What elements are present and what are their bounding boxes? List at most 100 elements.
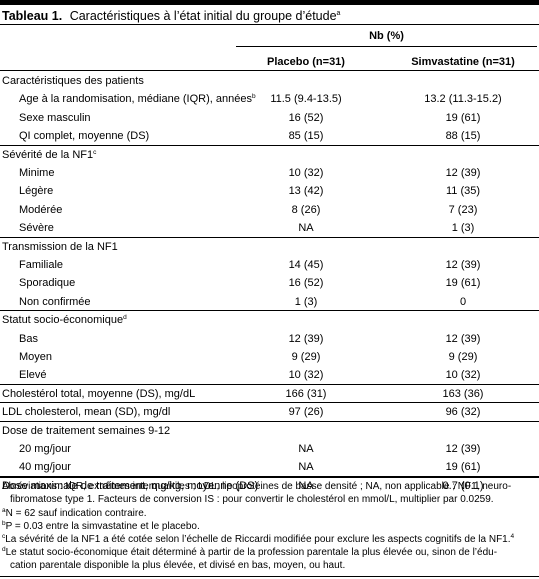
cell-placebo: 97 (26) (288, 406, 324, 418)
cell-simvastatine: 1 (3) (451, 222, 475, 234)
cell-placebo: 16 (52) (288, 112, 324, 124)
cell-simvastatine: 12 (39) (445, 167, 481, 179)
cell-placebo: NA (298, 222, 314, 234)
row-label: Age à la randomisation, médiane (IQR), a… (19, 90, 256, 109)
cell-placebo: 16 (52) (288, 277, 324, 289)
row-label-sup: b (251, 93, 256, 100)
row-label-text: 40 mg/jour (19, 461, 71, 473)
footnote-c-text: La sévérité de la NF1 a été cotée selon … (5, 534, 511, 545)
row-label: Familiale (19, 256, 63, 275)
cell-simvastatine: 0.7 (0.1) (442, 480, 484, 492)
table-row: 20 mg/jour NA 12 (39) (0, 440, 539, 459)
header-placebo: Placebo (n=31) (267, 56, 345, 68)
header-subrule (236, 46, 537, 47)
footnote-d-mark: d (2, 546, 6, 553)
footnote-a-text: N = 62 sauf indication contraire. (5, 508, 147, 519)
header-nb: Nb (%) (369, 30, 404, 42)
cell-placebo: 166 (31) (285, 388, 327, 400)
footnote-abbreviations: Abréviations : IQR, extrêmes interquarti… (2, 480, 537, 506)
row-label-text: Cholestérol total, moyenne (DS), mg/dL (2, 388, 196, 400)
cell-placebo: 13 (42) (288, 185, 324, 197)
row-label: Sexe masculin (19, 109, 91, 128)
cell-simvastatine: 96 (32) (445, 406, 481, 418)
row-label: LDL cholesterol, mean (SD), mg/dl (2, 403, 170, 422)
cell-simvastatine: 163 (36) (442, 388, 484, 400)
table-row: Statut socio-économiqued (0, 311, 539, 330)
cell-placebo: 1 (3) (294, 296, 318, 308)
table-row: Légère 13 (42) 11 (35) (0, 182, 539, 201)
row-label: Sévérité de la NF1c (2, 146, 96, 165)
row-label: Non confirmée (19, 293, 91, 312)
row-label-text: Dose de traitement semaines 9-12 (2, 425, 171, 437)
row-label: QI complet, moyenne (DS) (19, 127, 149, 146)
cell-placebo: 14 (45) (288, 259, 324, 271)
caption-rule (0, 24, 539, 25)
row-label-text: Familiale (19, 259, 64, 271)
row-label: Sporadique (19, 274, 75, 293)
footnote-a-mark: a (2, 507, 6, 514)
footnote-b-mark: b (2, 520, 6, 527)
row-label-text: Bas (19, 333, 38, 345)
footnote-a: aN = 62 sauf indication contraire. (2, 507, 537, 520)
row-label: Bas (19, 330, 38, 349)
footnote-abbr-line2: fibromatose type 1. Facteurs de conversi… (10, 494, 494, 505)
row-label-text: Sporadique (19, 277, 76, 289)
row-label-text: Age à la randomisation, médiane (IQR), a… (19, 93, 252, 105)
row-separator (0, 384, 539, 385)
table-row: Transmission de la NF1 (0, 238, 539, 257)
table-row: LDL cholesterol, mean (SD), mg/dl 97 (26)… (0, 403, 539, 422)
row-label-text: 20 mg/jour (19, 443, 71, 455)
table-row: Caractéristiques des patients (0, 72, 539, 91)
table-row: Bas 12 (39) 12 (39) (0, 330, 539, 349)
row-label-text: Elevé (19, 369, 47, 381)
row-label: Dose maximale de traitement, mg/kg, moye… (2, 477, 258, 496)
cell-simvastatine: 12 (39) (445, 443, 481, 455)
cell-simvastatine: 12 (39) (445, 259, 481, 271)
table-title-sup: a (336, 10, 341, 17)
cell-placebo: 10 (32) (288, 167, 324, 179)
row-label: Elevé (19, 366, 47, 385)
row-separator (0, 310, 539, 311)
table-row: Sévère NA 1 (3) (0, 219, 539, 238)
row-label: Transmission de la NF1 (2, 238, 118, 257)
footnote-b: bP = 0.03 entre la simvastatine et le pl… (2, 520, 537, 533)
cell-placebo: NA (298, 461, 314, 473)
cell-placebo: 11.5 (9.4-13.5) (270, 93, 342, 105)
table-row: Dose de traitement semaines 9-12 (0, 422, 539, 441)
footnote-c-ref: 4 (510, 533, 515, 540)
cell-placebo: 12 (39) (288, 333, 324, 345)
header-rule (0, 70, 539, 71)
row-separator (0, 145, 539, 146)
row-separator (0, 476, 539, 477)
cell-simvastatine: 13.2 (11.3-15.2) (424, 93, 502, 105)
table-row: Cholestérol total, moyenne (DS), mg/dL 16… (0, 385, 539, 404)
row-separator (0, 237, 539, 238)
row-label-text: LDL cholesterol, mean (SD), mg/dl (2, 406, 171, 418)
row-separator (0, 421, 539, 422)
row-label: Minime (19, 164, 54, 183)
table-title: Caractéristiques à l’état initial du gro… (69, 9, 337, 23)
row-label-text: Légère (19, 185, 54, 197)
row-label-sup: d (123, 314, 127, 321)
cell-placebo: NA (298, 480, 314, 492)
footnote-d: dLe statut socio-économique était déterm… (2, 546, 537, 572)
table-row: Familiale 14 (45) 12 (39) (0, 256, 539, 275)
row-label: Moyen (19, 348, 52, 367)
row-label-sup: c (93, 149, 97, 156)
row-separator (0, 402, 539, 403)
table-row: Age à la randomisation, médiane (IQR), a… (0, 90, 539, 109)
row-label: Statut socio-économiqued (2, 311, 127, 330)
cell-simvastatine: 19 (61) (445, 277, 481, 289)
table-row: Non confirmée 1 (3) 0 (0, 293, 539, 312)
row-label: Sévère (19, 219, 54, 238)
cell-simvastatine: 7 (23) (448, 204, 478, 216)
table-row: 40 mg/jour NA 19 (61) (0, 458, 539, 477)
table-row: Moyen 9 (29) 9 (29) (0, 348, 539, 367)
cell-simvastatine: 19 (61) (445, 112, 481, 124)
row-label-text: Transmission de la NF1 (2, 241, 118, 253)
row-label: 20 mg/jour (19, 440, 71, 459)
table-label: Tableau 1. (2, 9, 63, 23)
footnote-d-line2: cation parentale disponible la plus élev… (10, 560, 346, 571)
bottom-rule (0, 576, 539, 577)
